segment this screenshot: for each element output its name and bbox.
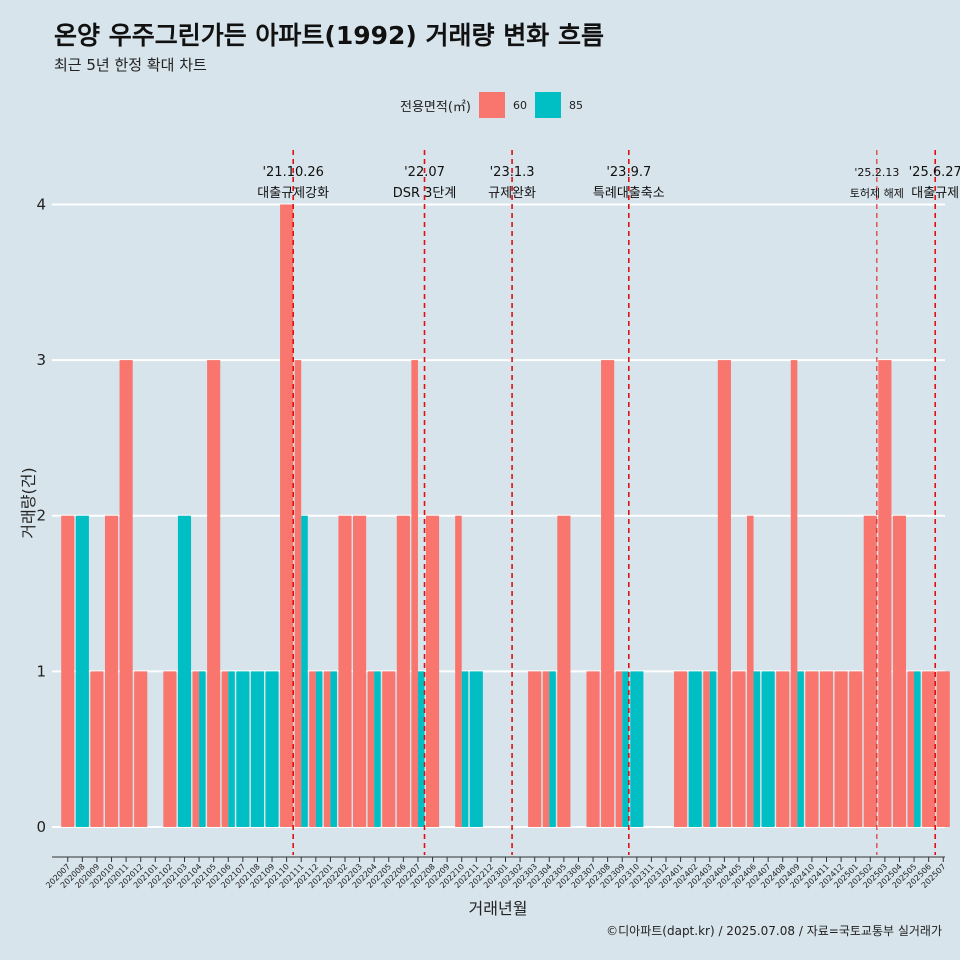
bar-60: [221, 671, 229, 827]
bar-85: [315, 671, 323, 827]
bar-60: [280, 204, 294, 827]
bar-85: [709, 671, 717, 827]
bar-60: [863, 515, 877, 827]
bar-60: [922, 671, 936, 827]
legend: 전용면적(㎡) 60 85: [400, 92, 591, 118]
event-date-label: '25.6.27: [909, 165, 960, 180]
y-tick-label: 4: [36, 195, 46, 213]
bar-60: [163, 671, 177, 827]
event-date-label: '25.2.13: [854, 166, 899, 179]
bar-60: [455, 515, 462, 827]
bar-85: [250, 671, 265, 827]
bar-60: [892, 515, 907, 827]
bar-85: [199, 671, 206, 827]
bar-60: [294, 360, 302, 827]
y-tick-label: 0: [36, 818, 46, 836]
y-tick-label: 2: [36, 507, 46, 525]
event-name-label: 대출규제강화: [257, 186, 329, 201]
bar-60: [834, 671, 848, 827]
event-name-label: 특례대출축소: [593, 186, 665, 201]
bar-60: [367, 671, 375, 827]
bar-60: [878, 360, 892, 827]
bar-60: [586, 671, 600, 827]
bar-85: [228, 671, 235, 827]
legend-item-85: 85: [534, 92, 583, 118]
bar-60: [746, 515, 754, 827]
bar-85: [688, 671, 702, 827]
legend-title: 전용면적(㎡): [400, 99, 471, 115]
bar-60: [849, 671, 863, 827]
chart-title: 온양 우주그린가든 아파트(1992) 거래량 변화 흐름: [54, 21, 604, 50]
legend-label-85: 85: [568, 98, 583, 112]
bar-60: [411, 360, 418, 827]
bar-85: [797, 671, 804, 827]
bar-85: [753, 671, 761, 827]
bar-85: [301, 515, 308, 827]
source-caption: ©디아파트(dapt.kr) / 2025.07.08 / 자료=국토교통부 실…: [606, 924, 942, 938]
legend-swatch-60: [478, 92, 505, 118]
y-tick-label: 3: [36, 351, 46, 369]
bar-85: [177, 515, 192, 827]
bar-60: [542, 671, 550, 827]
bar-60: [309, 671, 316, 827]
bar-60: [557, 515, 571, 827]
bar-85: [914, 671, 921, 827]
bar-60: [104, 515, 119, 827]
bar-60: [717, 360, 731, 827]
bar-60: [396, 515, 410, 827]
bar-60: [703, 671, 710, 827]
legend-swatch-85: [534, 92, 561, 118]
y-axis-title: 거래량(건): [19, 467, 38, 538]
event-date-label: '23.9.7: [606, 165, 651, 180]
bar-60: [732, 671, 746, 827]
bar-60: [323, 671, 331, 827]
bar-85: [265, 671, 279, 827]
event-name-label: 규제완화: [488, 186, 536, 201]
bar-85: [236, 671, 250, 827]
bar-60: [134, 671, 148, 827]
bar-85: [549, 671, 556, 827]
bar-60: [61, 515, 75, 827]
event-date-label: '22.07: [404, 165, 445, 180]
bar-60: [192, 671, 200, 827]
bar-85: [374, 671, 381, 827]
bar-85: [75, 515, 89, 827]
event-name-label: 토허제 해제: [850, 186, 904, 200]
event-date-label: '21.10.26: [262, 165, 323, 180]
bar-60: [936, 671, 950, 827]
bar-60: [674, 671, 688, 827]
bar-85: [330, 671, 337, 827]
bar-60: [353, 515, 367, 827]
bar-60: [601, 360, 615, 827]
bar-60: [338, 515, 352, 827]
event-date-label: '23.1.3: [490, 165, 535, 180]
bar-85: [761, 671, 775, 827]
legend-label-60: 60: [512, 98, 527, 112]
bar-60: [819, 671, 834, 827]
bar-60: [119, 360, 133, 827]
legend-item-60: 60: [478, 92, 527, 118]
bar-85: [630, 671, 644, 827]
bar-60: [907, 671, 915, 827]
bar-85: [417, 671, 425, 827]
bar-60: [776, 671, 790, 827]
chart-subtitle: 최근 5년 한정 확대 차트: [54, 56, 207, 74]
bar-60: [382, 671, 396, 827]
y-tick-label: 1: [36, 662, 46, 680]
bar-85: [622, 671, 629, 827]
bar-60: [528, 671, 542, 827]
bar-60: [615, 671, 623, 827]
event-name-label: DSR 3단계: [393, 186, 457, 201]
bar-60: [207, 360, 221, 827]
x-axis-title: 거래년월: [469, 899, 528, 918]
event-name-label: 대출규제: [911, 186, 959, 201]
bar-60: [790, 360, 798, 827]
bar-60: [805, 671, 819, 827]
bar-60: [425, 515, 440, 827]
bar-85: [461, 671, 469, 827]
bar-85: [469, 671, 483, 827]
bar-60: [90, 671, 104, 827]
